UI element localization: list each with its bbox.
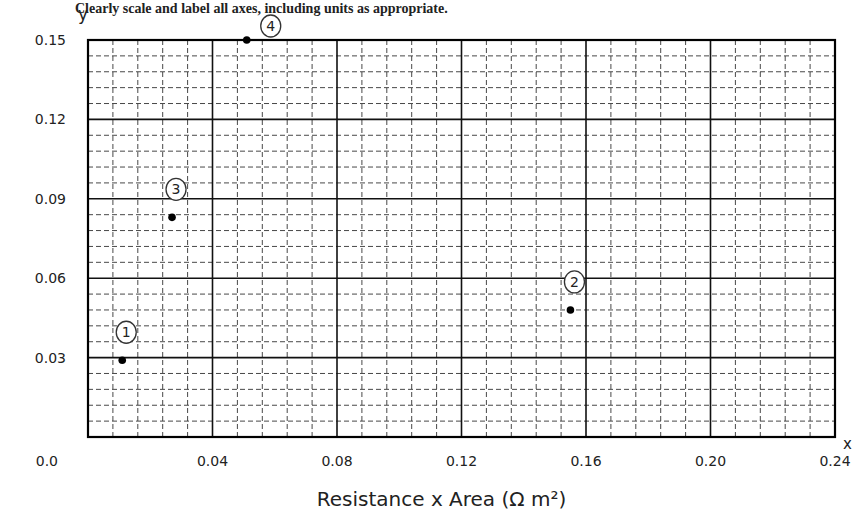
grid-line	[461, 40, 463, 437]
point	[168, 214, 176, 222]
x-axis-label: Resistance x Area (Ω m²)	[317, 487, 566, 511]
minor-grid-line	[436, 40, 437, 437]
grid	[88, 40, 835, 437]
y-axis-label: y	[78, 4, 88, 24]
minor-grid-line	[312, 40, 313, 437]
minor-grid-line	[112, 40, 113, 437]
minor-grid-line	[635, 40, 636, 437]
y-tick-label: 0.09	[35, 191, 66, 207]
minor-grid-line	[536, 40, 537, 437]
minor-grid-line	[735, 40, 736, 437]
minor-grid-line	[162, 40, 163, 437]
minor-grid-line	[610, 40, 611, 437]
grid-line	[336, 40, 338, 437]
minor-grid-line	[386, 40, 387, 437]
x-tick-label: 0.16	[570, 453, 601, 469]
grid-line	[88, 277, 835, 279]
minor-grid-line	[137, 40, 138, 437]
grid-line	[88, 357, 835, 359]
minor-grid-line	[187, 40, 188, 437]
y-tick-label: 0.03	[35, 350, 66, 366]
minor-grid-line	[760, 40, 761, 437]
minor-grid-line	[486, 40, 487, 437]
minor-grid-line	[511, 40, 512, 437]
minor-grid-line	[660, 40, 661, 437]
x-tick-label: 0.24	[819, 453, 850, 469]
point-label: 4	[266, 18, 275, 34]
point	[567, 306, 575, 314]
point	[243, 36, 251, 44]
minor-grid-line	[810, 40, 811, 437]
point-label: 3	[172, 181, 181, 197]
plot-frame	[88, 40, 835, 437]
point-labels: 1 2 3 4	[116, 15, 584, 343]
x-axis-end-label: x	[843, 435, 852, 453]
label-circle	[261, 15, 281, 37]
minor-grid-line	[685, 40, 686, 437]
grid-line	[585, 40, 587, 437]
minor-grid-line	[287, 40, 288, 437]
minor-grid-line	[262, 40, 263, 437]
minor-grid-line	[361, 40, 362, 437]
y-tick-label: 0.15	[35, 32, 66, 48]
minor-grid-line	[237, 40, 238, 437]
minor-grid-line	[561, 40, 562, 437]
title: Clearly scale and label all axes, includ…	[75, 1, 448, 16]
y-tick-label: 0.06	[35, 270, 66, 286]
label-circle	[116, 321, 136, 343]
label-circle	[166, 178, 186, 200]
minor-grid-line	[785, 40, 786, 437]
grid-line	[710, 40, 712, 437]
point	[118, 356, 126, 364]
point-label: 1	[122, 324, 131, 340]
points	[118, 36, 574, 364]
grid-line	[88, 119, 835, 121]
point-label: 2	[570, 274, 579, 290]
x-tick-label: 0.20	[695, 453, 726, 469]
x-tick-label: 0.12	[446, 453, 477, 469]
x-tick-label: 0.04	[197, 453, 228, 469]
x-tick-label: 0.08	[321, 453, 352, 469]
minor-grid-line	[411, 40, 412, 437]
grid-line	[88, 198, 835, 200]
grid-line	[212, 40, 214, 437]
chart: Clearly scale and label all axes, includ…	[0, 0, 867, 522]
label-circle	[564, 271, 584, 293]
x-tick-label: 0.0	[36, 453, 58, 469]
y-tick-label: 0.12	[35, 111, 66, 127]
